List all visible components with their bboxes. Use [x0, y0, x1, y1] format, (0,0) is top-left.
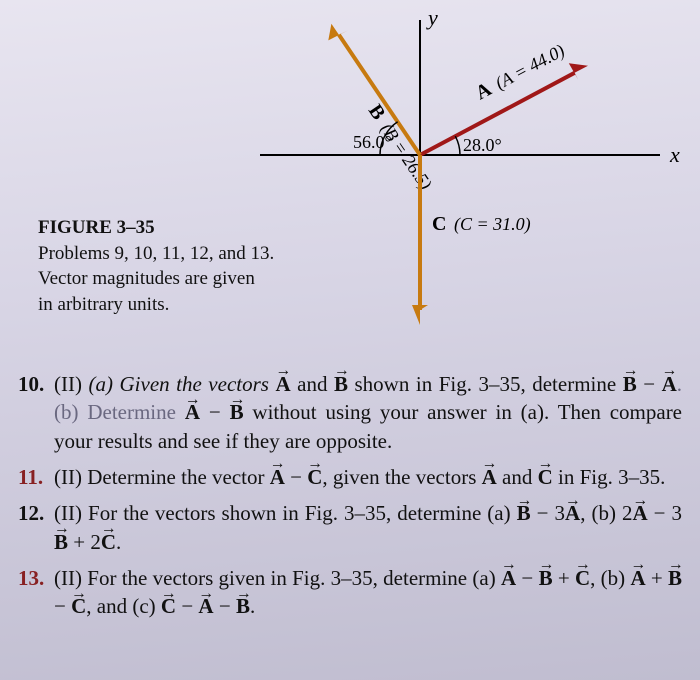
vec-c: C — [575, 564, 590, 592]
figure-label: FIGURE 3–35 — [38, 215, 338, 241]
y-axis-label: y — [426, 5, 438, 30]
vec-a: A — [185, 398, 200, 426]
x-axis-label: x — [669, 142, 680, 167]
caption-line2: Vector magnitudes are given — [38, 266, 338, 292]
vec-a: A — [482, 463, 497, 491]
figure-area: x y 28.0° A⃗ (A = 44.0) 56.0° B⃗ (B = 26… — [0, 0, 700, 360]
level: (II) — [54, 465, 82, 489]
t: , (b) — [580, 501, 622, 525]
problem-13: 13. (II) For the vectors given in Fig. 3… — [18, 564, 682, 621]
t: Determine the vector — [87, 465, 270, 489]
vec-c: C — [71, 592, 86, 620]
t: and — [497, 465, 538, 489]
problem-number: 11. — [18, 463, 54, 491]
vec-b: B — [236, 592, 250, 620]
vec-a: A — [565, 499, 580, 527]
vec-b: B — [334, 370, 348, 398]
t: (a) Given the vectors — [89, 372, 276, 396]
problems-list: 10. (II) (a) Given the vectors A and B s… — [18, 370, 682, 629]
vec-c: C — [161, 592, 176, 620]
vec-a: A — [501, 564, 516, 592]
t: For the vectors given in Fig. 3–35, dete… — [87, 566, 501, 590]
t: , (b) — [590, 566, 630, 590]
problem-10: 10. (II) (a) Given the vectors A and B s… — [18, 370, 682, 455]
problem-text: (II) Determine the vector A − C, given t… — [54, 463, 682, 491]
angle-a-label: 28.0° — [463, 135, 502, 155]
vector-c-mag: (C = 31.0) — [454, 214, 531, 235]
problem-text: (II) For the vectors shown in Fig. 3–35,… — [54, 499, 682, 556]
vec-b: B — [517, 499, 531, 527]
t: in Fig. 3–35. — [553, 465, 666, 489]
vec-a: A — [270, 463, 285, 491]
vec-b: B — [668, 564, 682, 592]
figure-caption: FIGURE 3–35 Problems 9, 10, 11, 12, and … — [38, 215, 338, 318]
t: and — [291, 372, 334, 396]
vec-a: A — [198, 592, 213, 620]
vec-a: A — [275, 370, 290, 398]
vector-b-mag: (B = 26.5) — [376, 119, 436, 193]
vec-b: B — [539, 564, 553, 592]
caption-line1: Problems 9, 10, 11, 12, and 13. — [38, 241, 338, 267]
vec-a: A — [632, 499, 647, 527]
vec-c: C — [101, 528, 116, 556]
t: , and (c) — [86, 594, 161, 618]
t: shown in Fig. 3–35, determine — [348, 372, 623, 396]
vec-c: C — [538, 463, 553, 491]
caption-line3: in arbitrary units. — [38, 292, 338, 318]
vec-a: A — [662, 370, 677, 398]
vec-c: C — [307, 463, 322, 491]
level: (II) — [54, 372, 82, 396]
problem-text: (II) For the vectors given in Fig. 3–35,… — [54, 564, 682, 621]
vec-b: B — [54, 528, 68, 556]
problem-12: 12. (II) For the vectors shown in Fig. 3… — [18, 499, 682, 556]
vec-b: B — [230, 398, 244, 426]
t: , given the vectors — [322, 465, 481, 489]
t: For the vectors shown in Fig. 3–35, dete… — [88, 501, 517, 525]
problem-text: (II) (a) Given the vectors A and B shown… — [54, 370, 682, 455]
problem-number: 12. — [18, 499, 54, 556]
vector-a: 28.0° A⃗ (A = 44.0) — [420, 39, 588, 155]
vector-a-mag: (A = 44.0) — [492, 40, 568, 94]
problem-11: 11. (II) Determine the vector A − C, giv… — [18, 463, 682, 491]
vec-b: B — [623, 370, 637, 398]
problem-number: 13. — [18, 564, 54, 621]
problem-number: 10. — [18, 370, 54, 455]
vec-a: A — [630, 564, 645, 592]
angle-a-arc — [455, 136, 460, 155]
